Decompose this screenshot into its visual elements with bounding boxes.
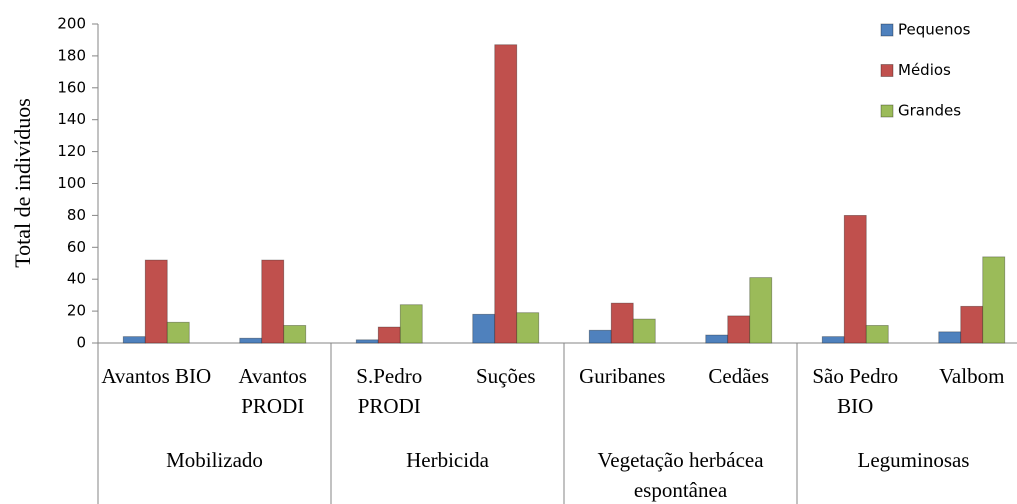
y-tick-label: 20	[67, 302, 86, 320]
y-tick-label: 40	[67, 270, 86, 288]
y-tick-label: 60	[67, 238, 86, 256]
y-tick-label: 0	[76, 334, 86, 352]
bar	[516, 312, 540, 344]
y-tick-label: 160	[57, 78, 86, 96]
y-tick-label: 100	[57, 174, 86, 192]
legend-label: Pequenos	[898, 21, 971, 39]
bar	[727, 315, 751, 344]
x-tick-label: Valbom	[939, 364, 1005, 388]
y-tick-label: 200	[57, 15, 86, 33]
bar	[494, 44, 518, 344]
bar	[938, 331, 962, 344]
bar	[122, 336, 146, 344]
bar	[982, 256, 1006, 344]
group-label: Leguminosas	[857, 448, 970, 472]
y-tick-label: 180	[57, 46, 86, 64]
bar	[144, 259, 168, 344]
group-label: Mobilizado	[166, 448, 263, 472]
bar	[821, 336, 845, 344]
bar	[283, 325, 307, 344]
y-axis-label: Total de indivíduos	[10, 98, 35, 268]
y-tick-label: 140	[57, 110, 86, 128]
y-tick-label: 80	[67, 206, 86, 224]
x-tick-label: São Pedro BIO	[812, 364, 899, 418]
group-label: Herbicida	[406, 448, 489, 472]
legend-label: Médios	[898, 61, 951, 79]
bar	[166, 321, 190, 344]
bar	[843, 214, 867, 344]
x-tick-label: Avantos PRODI	[238, 364, 307, 418]
group-label: Vegetação herbácea espontânea	[597, 448, 764, 502]
bar	[749, 277, 773, 344]
y-tick-label: 120	[57, 142, 86, 160]
legend-label: Grandes	[898, 102, 961, 120]
x-tick-label: Guribanes	[579, 364, 666, 388]
legend-swatch	[880, 104, 894, 118]
legend-swatch	[880, 23, 894, 37]
x-tick-label: Suções	[476, 364, 536, 388]
bar	[472, 313, 496, 344]
bar	[239, 337, 263, 344]
bar	[377, 326, 401, 344]
bar	[355, 339, 379, 344]
x-tick-label: Avantos BIO	[101, 364, 212, 388]
bar	[865, 325, 889, 344]
bar	[588, 329, 612, 344]
bar	[399, 304, 423, 344]
x-tick-label: S.Pedro PRODI	[356, 364, 423, 418]
bar	[632, 318, 656, 344]
bar	[960, 305, 984, 344]
bar	[261, 259, 285, 344]
bar	[610, 302, 634, 344]
legend-swatch	[880, 64, 894, 77]
bar	[705, 334, 729, 344]
x-tick-label: Cedães	[708, 364, 770, 388]
